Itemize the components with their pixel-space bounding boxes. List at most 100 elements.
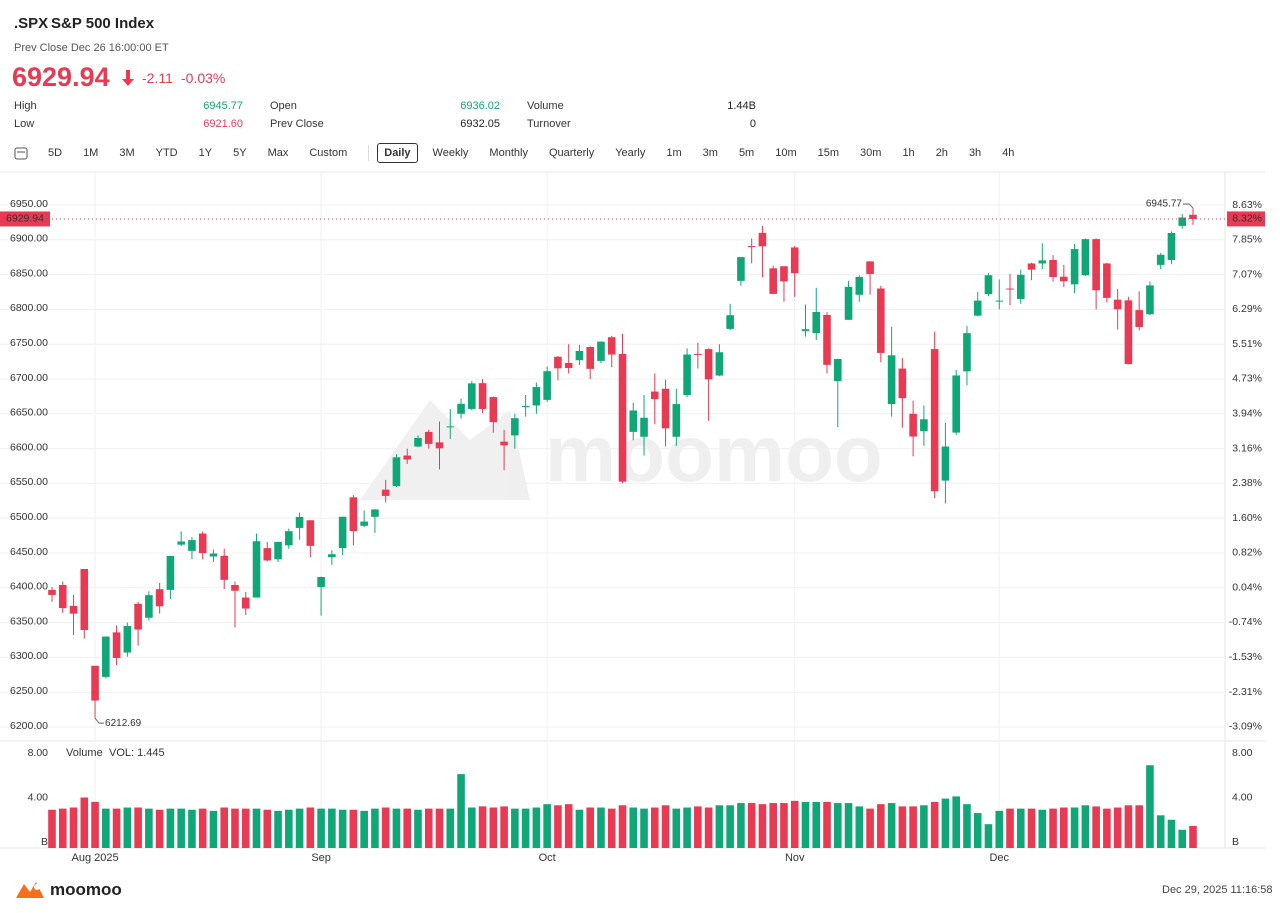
candle-body	[1146, 285, 1154, 315]
volume-subtitle: VOL: 1.445	[109, 747, 165, 759]
candle-body	[812, 311, 821, 334]
volume-bar	[241, 808, 250, 848]
period-button[interactable]: 2h	[935, 147, 948, 159]
candle-body	[1027, 263, 1036, 270]
period-button[interactable]: 3m	[702, 147, 718, 159]
volume-bar	[909, 806, 917, 848]
period-button[interactable]: Daily	[377, 143, 418, 163]
candle-body	[683, 354, 691, 396]
volume-bar	[532, 807, 541, 848]
period-button[interactable]: 3M	[119, 147, 135, 159]
period-button[interactable]: 1h	[902, 147, 915, 159]
stat-label: Open	[270, 100, 297, 112]
period-button[interactable]: 5m	[738, 147, 755, 159]
candle-body	[457, 403, 465, 414]
candle-body	[392, 457, 401, 487]
calendar-icon[interactable]	[14, 146, 28, 160]
period-button[interactable]: Custom	[309, 147, 348, 159]
y-tick-label: 6250.00	[10, 685, 48, 697]
stat-label: Low	[14, 118, 35, 130]
y-tick-label: 6350.00	[10, 615, 48, 627]
volume-bar	[833, 803, 842, 848]
x-tick-label: Oct	[539, 852, 556, 864]
volume-tick-label: 4.00	[28, 791, 49, 803]
volume-bar	[252, 808, 261, 848]
candle-body	[317, 576, 325, 588]
candle-body	[511, 418, 519, 436]
period-button[interactable]: Weekly	[432, 147, 469, 159]
candle-body	[866, 261, 874, 274]
period-button[interactable]: 4h	[1002, 147, 1015, 159]
volume-bar	[220, 807, 229, 848]
volume-bar	[414, 809, 422, 848]
volume-bar	[726, 805, 734, 848]
stat-value: 6932.05	[460, 118, 500, 130]
volume-bar	[500, 806, 508, 848]
period-button[interactable]: Quarterly	[548, 147, 595, 159]
volume-bar	[640, 808, 648, 848]
volume-bar	[521, 808, 530, 848]
candle-body	[414, 437, 422, 447]
volume-bar	[780, 803, 788, 848]
y2-tick-label: 3.94%	[1232, 408, 1262, 420]
period-button[interactable]: Monthly	[489, 147, 528, 159]
volume-bar	[1092, 806, 1100, 848]
period-button[interactable]: 15m	[817, 147, 840, 159]
candle-body	[220, 555, 229, 580]
candle-body	[1092, 239, 1100, 291]
volume-bar	[177, 808, 185, 848]
candle-body	[920, 419, 928, 432]
price-tag-label: 6929.94	[6, 213, 44, 225]
period-button[interactable]: 5D	[48, 147, 63, 159]
volume-bar	[1038, 809, 1047, 848]
volume-bar	[887, 803, 896, 848]
period-button[interactable]: YTD	[155, 147, 178, 159]
volume-bar	[1070, 807, 1079, 848]
volume-bar	[672, 808, 681, 848]
candle-body	[112, 632, 121, 658]
period-button[interactable]: Yearly	[615, 147, 646, 159]
candle-body	[833, 358, 842, 382]
volume-bar	[435, 808, 444, 848]
candle-body	[952, 375, 960, 433]
low-annotation: 6212.69	[105, 718, 142, 729]
period-button[interactable]: 3h	[968, 147, 982, 159]
candle-body	[823, 314, 831, 365]
candle-body	[102, 636, 110, 677]
candle-body	[500, 441, 508, 446]
period-button[interactable]: 1Y	[198, 147, 213, 159]
period-button[interactable]: 30m	[860, 147, 882, 159]
volume-bar	[263, 809, 272, 848]
candle-body	[1016, 274, 1025, 299]
period-button[interactable]: 5Y	[233, 147, 247, 159]
candle-body	[198, 533, 207, 554]
volume-bar	[457, 774, 465, 848]
y-tick-label: 6800.00	[10, 302, 48, 314]
high-connector	[1183, 203, 1194, 209]
candle-body	[48, 589, 56, 595]
volume-bar	[995, 810, 1004, 848]
y2-tick-label: 3.16%	[1232, 442, 1262, 454]
candle-body	[1167, 232, 1176, 260]
period-button[interactable]: 1M	[83, 147, 99, 159]
volume-bar	[715, 805, 724, 848]
candle-body	[629, 410, 638, 432]
y2-tick-label: 4.73%	[1232, 373, 1262, 385]
candle-body	[995, 300, 1004, 302]
candle-body	[1070, 249, 1079, 285]
candle-body	[58, 585, 67, 609]
period-button[interactable]: Max	[267, 147, 289, 159]
volume-bar	[48, 809, 56, 848]
candle-body	[780, 266, 788, 282]
period-button[interactable]: 10m	[775, 147, 797, 159]
timestamp: Dec 29, 2025 11:16:58	[1162, 884, 1273, 896]
y-tick-label: 6750.00	[10, 337, 48, 349]
candle-body	[1103, 263, 1111, 298]
period-button[interactable]: 1m	[666, 147, 682, 159]
volume-bar	[661, 805, 670, 848]
candle-body	[177, 541, 185, 545]
y2-tick-label: 0.82%	[1232, 547, 1262, 559]
y2-tick-label: -1.53%	[1229, 651, 1262, 663]
volume-bar	[1081, 805, 1090, 848]
